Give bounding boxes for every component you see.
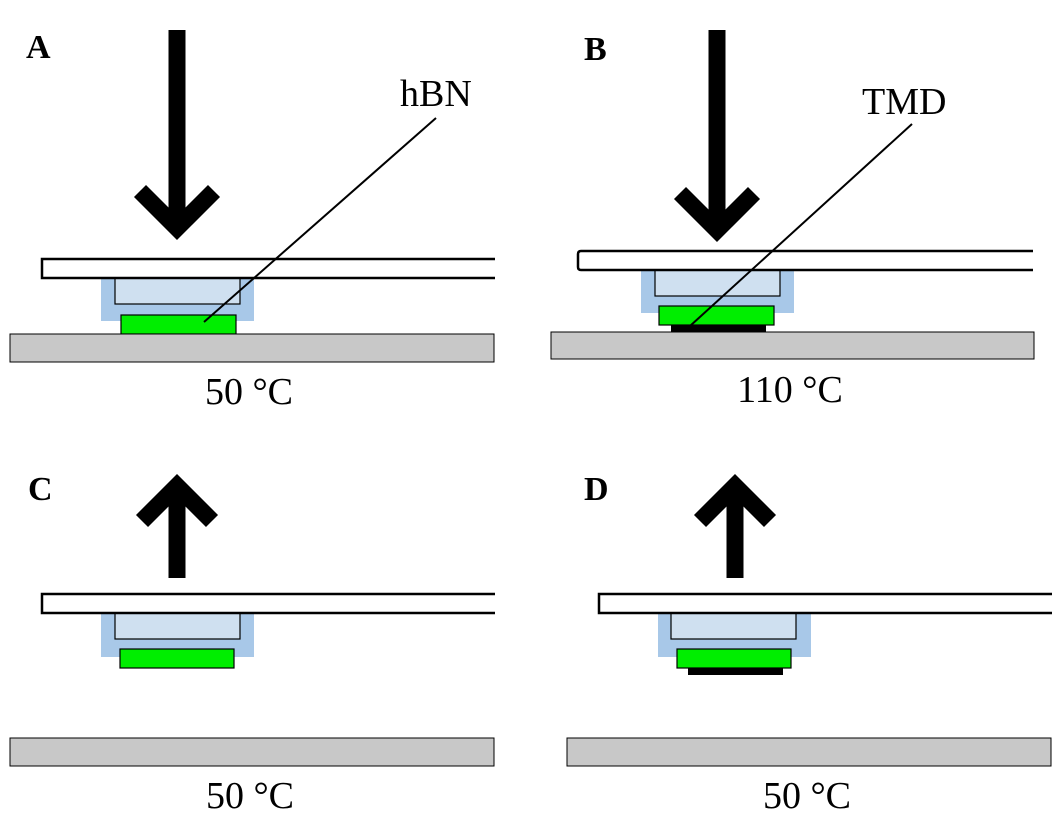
press-down-arrow-icon — [133, 30, 221, 241]
substrate — [566, 737, 1052, 767]
press-down-arrow-icon — [673, 30, 761, 243]
panel-c-temperature: 50 °C — [206, 775, 294, 817]
panel-d-temperature: 50 °C — [763, 775, 851, 817]
stamp-inner-layer — [114, 612, 241, 640]
substrate — [9, 737, 495, 767]
hbn-callout-line — [203, 117, 437, 323]
stamp-inner-layer — [114, 277, 241, 305]
stamp-inner-layer — [654, 269, 781, 297]
stamp-inner-layer — [670, 612, 797, 640]
glass-slide — [40, 592, 495, 615]
panel-c: C 50 °C — [9, 471, 495, 817]
hbn-flake — [120, 314, 237, 335]
glass-slide — [597, 592, 1052, 615]
hbn-flake — [676, 648, 792, 669]
lift-up-arrow-icon — [693, 473, 777, 578]
panel-a: A hBN 50 °C — [9, 29, 495, 413]
glass-slide — [40, 257, 495, 280]
panel-a-letter: A — [26, 29, 51, 66]
substrate — [9, 333, 495, 363]
panel-b: B TMD 110 °C — [550, 30, 1035, 411]
tmd-callout-label: TMD — [862, 81, 946, 123]
hbn-flake — [658, 305, 775, 326]
panel-c-letter: C — [28, 471, 53, 508]
hbn-flake — [119, 648, 235, 669]
hbn-callout-label: hBN — [400, 73, 472, 115]
tmd-layer — [688, 668, 783, 675]
tmd-layer — [671, 325, 766, 332]
panel-d: D 50 °C — [566, 471, 1052, 817]
panel-d-letter: D — [584, 471, 609, 508]
tmd-callout-line — [689, 123, 913, 327]
substrate — [550, 331, 1035, 360]
glass-slide — [576, 249, 1033, 272]
panel-b-letter: B — [584, 31, 607, 68]
panel-a-temperature: 50 °C — [205, 371, 293, 413]
panel-b-temperature: 110 °C — [737, 369, 843, 411]
lift-up-arrow-icon — [135, 473, 219, 578]
